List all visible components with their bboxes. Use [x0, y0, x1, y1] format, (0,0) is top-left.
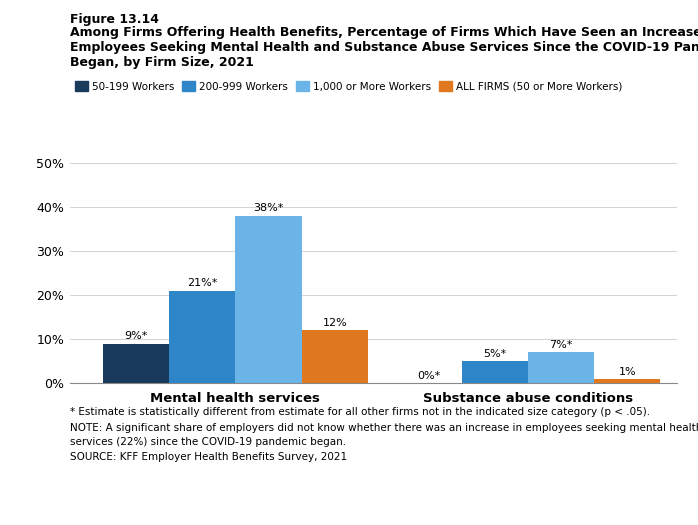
Bar — [302, 330, 368, 383]
Text: NOTE: A significant share of employers did not know whether there was an increas: NOTE: A significant share of employers d… — [70, 423, 698, 433]
Text: 12%: 12% — [322, 318, 347, 328]
Text: 7%*: 7%* — [549, 340, 573, 350]
Text: 9%*: 9%* — [124, 331, 148, 341]
Text: SOURCE: KFF Employer Health Benefits Survey, 2021: SOURCE: KFF Employer Health Benefits Sur… — [70, 452, 347, 462]
Legend: 50-199 Workers, 200-999 Workers, 1,000 or More Workers, ALL FIRMS (50 or More Wo: 50-199 Workers, 200-999 Workers, 1,000 o… — [75, 81, 623, 91]
Bar — [169, 291, 235, 383]
Bar — [528, 352, 594, 383]
Text: 21%*: 21%* — [187, 278, 218, 288]
Bar — [462, 361, 528, 383]
Text: * Estimate is statistically different from estimate for all other firms not in t: * Estimate is statistically different fr… — [70, 407, 650, 417]
Text: 5%*: 5%* — [483, 349, 507, 359]
Bar — [235, 216, 302, 383]
Text: 1%: 1% — [618, 366, 636, 376]
Text: services (22%) since the COVID-19 pandemic began.: services (22%) since the COVID-19 pandem… — [70, 437, 346, 447]
Text: 38%*: 38%* — [253, 204, 283, 214]
Text: Employees Seeking Mental Health and Substance Abuse Services Since the COVID-19 : Employees Seeking Mental Health and Subs… — [70, 41, 698, 54]
Text: Among Firms Offering Health Benefits, Percentage of Firms Which Have Seen an Inc: Among Firms Offering Health Benefits, Pe… — [70, 26, 698, 39]
Bar — [103, 343, 169, 383]
Text: Figure 13.14: Figure 13.14 — [70, 13, 159, 26]
Text: Began, by Firm Size, 2021: Began, by Firm Size, 2021 — [70, 56, 253, 69]
Bar — [594, 379, 660, 383]
Text: 0%*: 0%* — [417, 371, 440, 381]
